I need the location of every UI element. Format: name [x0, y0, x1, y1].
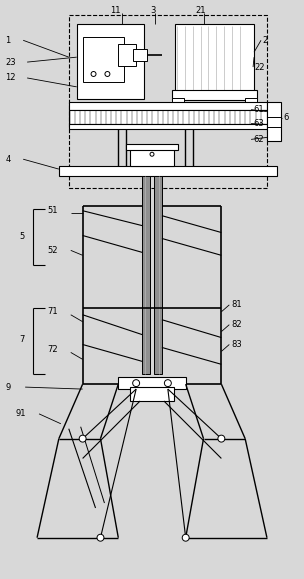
Bar — [172, 98, 184, 106]
Bar — [154, 176, 162, 374]
Text: 83: 83 — [231, 340, 242, 349]
Circle shape — [182, 534, 189, 541]
Circle shape — [218, 435, 225, 442]
Bar — [130, 387, 174, 401]
Text: 61: 61 — [253, 105, 264, 114]
Bar — [142, 176, 150, 374]
Text: 23: 23 — [5, 57, 16, 67]
Text: 4: 4 — [5, 155, 11, 164]
Text: 6: 6 — [284, 113, 289, 122]
Bar — [130, 146, 174, 166]
Bar — [172, 90, 257, 100]
Text: 72: 72 — [47, 345, 57, 354]
Bar — [77, 24, 144, 99]
Bar — [133, 49, 147, 61]
Circle shape — [97, 534, 104, 541]
Bar — [245, 98, 257, 106]
Text: 21: 21 — [195, 6, 206, 15]
Text: 63: 63 — [253, 119, 264, 128]
Text: 51: 51 — [47, 206, 57, 215]
Text: 62: 62 — [253, 135, 264, 144]
Bar — [59, 166, 277, 176]
Circle shape — [79, 435, 86, 442]
Text: 7: 7 — [19, 335, 25, 344]
Text: 22: 22 — [254, 63, 264, 72]
Text: 71: 71 — [47, 307, 57, 316]
Bar — [118, 377, 186, 389]
Circle shape — [150, 152, 154, 156]
Text: 2: 2 — [262, 36, 267, 45]
Text: 9: 9 — [5, 383, 11, 391]
Text: 3: 3 — [150, 6, 155, 15]
Text: 5: 5 — [19, 232, 25, 241]
Text: 82: 82 — [231, 320, 242, 329]
Text: 12: 12 — [5, 74, 16, 82]
Bar — [118, 44, 136, 66]
Bar — [267, 102, 281, 141]
Circle shape — [133, 380, 140, 387]
Bar — [69, 14, 267, 188]
Bar — [83, 37, 124, 82]
Text: 11: 11 — [110, 6, 121, 15]
Bar — [69, 102, 267, 109]
Text: 91: 91 — [15, 409, 26, 419]
Bar — [175, 24, 254, 92]
Text: 1: 1 — [5, 36, 11, 45]
Bar — [126, 144, 178, 151]
Circle shape — [164, 380, 171, 387]
Text: 81: 81 — [231, 301, 242, 309]
Bar — [69, 123, 267, 130]
Bar — [69, 109, 267, 123]
Circle shape — [91, 72, 96, 76]
Text: 52: 52 — [47, 246, 57, 255]
Circle shape — [105, 72, 110, 76]
